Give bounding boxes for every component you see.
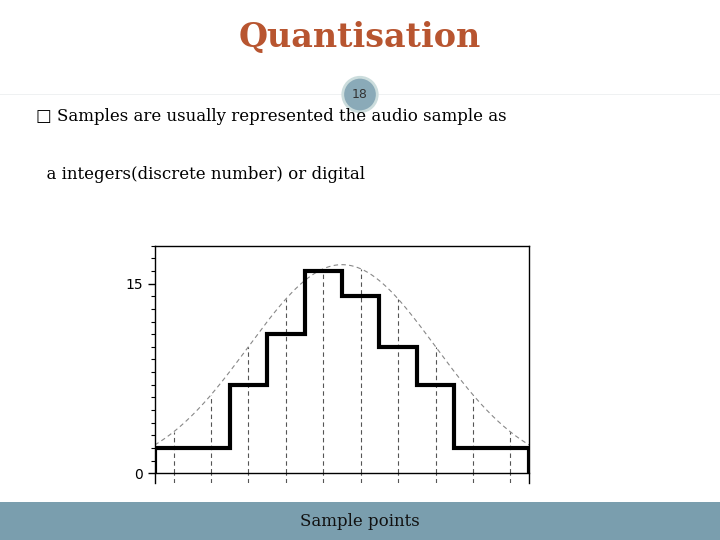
Text: 18: 18	[352, 88, 368, 101]
Bar	[0, 502, 720, 540]
Text: Sample points: Sample points	[300, 512, 420, 530]
Text: Quantisation: Quantisation	[239, 21, 481, 55]
Circle shape	[343, 77, 377, 112]
Text: □ Samples are usually represented the audio sample as: □ Samples are usually represented the au…	[36, 108, 507, 125]
Text: a integers(discrete number) or digital: a integers(discrete number) or digital	[36, 166, 365, 183]
